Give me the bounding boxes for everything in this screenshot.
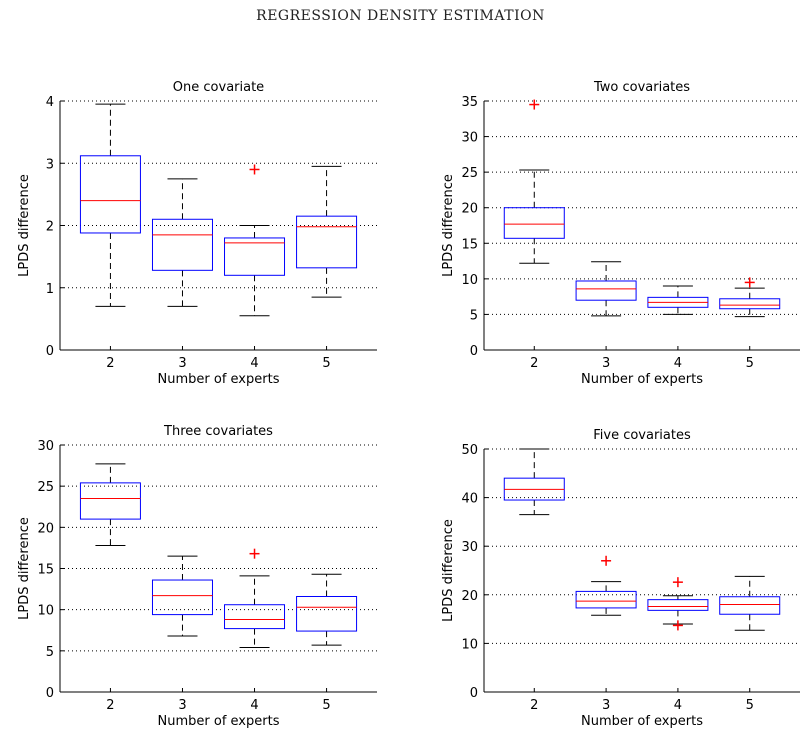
y-tick-label: 40: [461, 492, 478, 507]
y-tick-label: 15: [461, 237, 478, 252]
y-tick-label: 10: [461, 637, 478, 652]
y-tick-label: 0: [46, 686, 54, 701]
x-tick-label: 4: [250, 698, 258, 713]
x-tick-label: 2: [106, 698, 114, 713]
x-axis-label: Number of experts: [158, 372, 280, 387]
iqr-box: [719, 298, 781, 310]
y-tick-label: 25: [461, 166, 478, 181]
x-tick-label: 5: [746, 698, 754, 713]
panel-five-covariates: 0 10 20 30 40 50 2 3 4 5 Five covariates Number of …: [441, 428, 800, 729]
iqr-box: [296, 595, 358, 632]
box-plot-4: [647, 577, 709, 631]
x-tick-label: 2: [106, 356, 114, 371]
y-tick-label: 0: [470, 686, 478, 701]
iqr-box: [296, 215, 358, 269]
x-tick-label: 3: [602, 356, 610, 371]
y-tick-label: 30: [461, 540, 478, 555]
x-tick-label: 5: [746, 356, 754, 371]
panel-title: Five covariates: [593, 428, 691, 443]
iqr-box: [151, 218, 213, 271]
y-tick-label: 20: [461, 589, 478, 604]
panel-title: Three covariates: [163, 424, 273, 439]
box-plot-5: [719, 575, 781, 631]
y-tick-label: 15: [37, 563, 54, 578]
y-tick-label: 35: [461, 95, 478, 110]
outlier-marker: [249, 164, 260, 175]
panel-three-covariates: 0 5 10 15 20 25 30 2 3 4 5 Three covariates Number o…: [17, 424, 377, 729]
iqr-box: [151, 579, 213, 616]
y-tick-label: 0: [470, 344, 478, 359]
x-tick-label: 5: [322, 356, 330, 371]
y-axis-label: LPDS difference: [17, 517, 32, 620]
panel-title: Two covariates: [593, 80, 690, 95]
y-tick-label: 1: [46, 282, 54, 297]
box-plot-2: [79, 463, 141, 546]
panel-two-covariates: 0 5 10 15 20 25 30 35 2 3 4 5 Two covariates Number o…: [441, 80, 800, 387]
box-plot-3: [151, 555, 213, 637]
iqr-box: [575, 280, 637, 301]
iqr-box: [224, 604, 286, 630]
y-tick-label: 25: [37, 480, 54, 495]
outlier-marker: [672, 577, 683, 588]
outlier-marker: [601, 555, 612, 566]
box-plot-3: [151, 178, 213, 307]
iqr-box: [503, 207, 565, 239]
iqr-box: [575, 590, 637, 609]
outlier-marker: [249, 548, 260, 559]
box-plot-3: [575, 261, 637, 317]
box-plot-5: [296, 573, 358, 646]
outlier-marker: [529, 99, 540, 110]
box-plot-2: [503, 99, 565, 264]
y-tick-label: 30: [461, 131, 478, 146]
box-plot-5: [719, 277, 781, 318]
x-axis-label: Number of experts: [581, 714, 703, 729]
panel-one-covariate: 0 1 2 3 4 2 3 4 5 One covariate Number of experts L…: [17, 80, 377, 387]
x-tick-label: 3: [178, 698, 186, 713]
x-tick-label: 4: [674, 356, 682, 371]
iqr-box: [79, 155, 141, 234]
x-tick-label: 5: [322, 698, 330, 713]
y-axis-label: LPDS difference: [441, 174, 456, 277]
panel-title: One covariate: [173, 80, 264, 95]
page-header: REGRESSION DENSITY ESTIMATION: [256, 8, 545, 24]
box-plot-3: [575, 555, 637, 616]
y-tick-label: 10: [461, 273, 478, 288]
y-axis-label: LPDS difference: [441, 519, 456, 622]
outlier-marker: [672, 620, 683, 631]
y-tick-label: 50: [461, 443, 478, 458]
x-tick-label: 4: [674, 698, 682, 713]
iqr-box: [224, 237, 286, 276]
y-tick-label: 3: [46, 157, 54, 172]
y-tick-label: 20: [37, 521, 54, 536]
y-tick-label: 5: [46, 645, 54, 660]
box-plot-4: [224, 548, 286, 649]
x-tick-label: 3: [602, 698, 610, 713]
y-tick-label: 5: [470, 308, 478, 323]
iqr-box: [647, 599, 709, 611]
x-tick-label: 2: [530, 698, 538, 713]
y-tick-label: 2: [46, 220, 54, 235]
y-tick-label: 30: [37, 439, 54, 454]
y-tick-label: 0: [46, 344, 54, 359]
y-tick-label: 4: [46, 95, 54, 110]
y-tick-label: 10: [37, 604, 54, 619]
box-plot-2: [503, 448, 565, 516]
x-tick-label: 2: [530, 356, 538, 371]
x-axis-label: Number of experts: [158, 714, 280, 729]
y-tick-label: 20: [461, 202, 478, 217]
x-tick-label: 4: [250, 356, 258, 371]
box-plot-5: [296, 165, 358, 298]
x-axis-label: Number of experts: [581, 372, 703, 387]
x-tick-label: 3: [178, 356, 186, 371]
box-plot-4: [224, 164, 286, 317]
iqr-box: [719, 596, 781, 615]
box-plot-4: [647, 285, 709, 315]
box-plot-2: [79, 103, 141, 307]
y-axis-label: LPDS difference: [17, 174, 32, 277]
outlier-marker: [744, 277, 755, 288]
iqr-box: [79, 482, 141, 520]
